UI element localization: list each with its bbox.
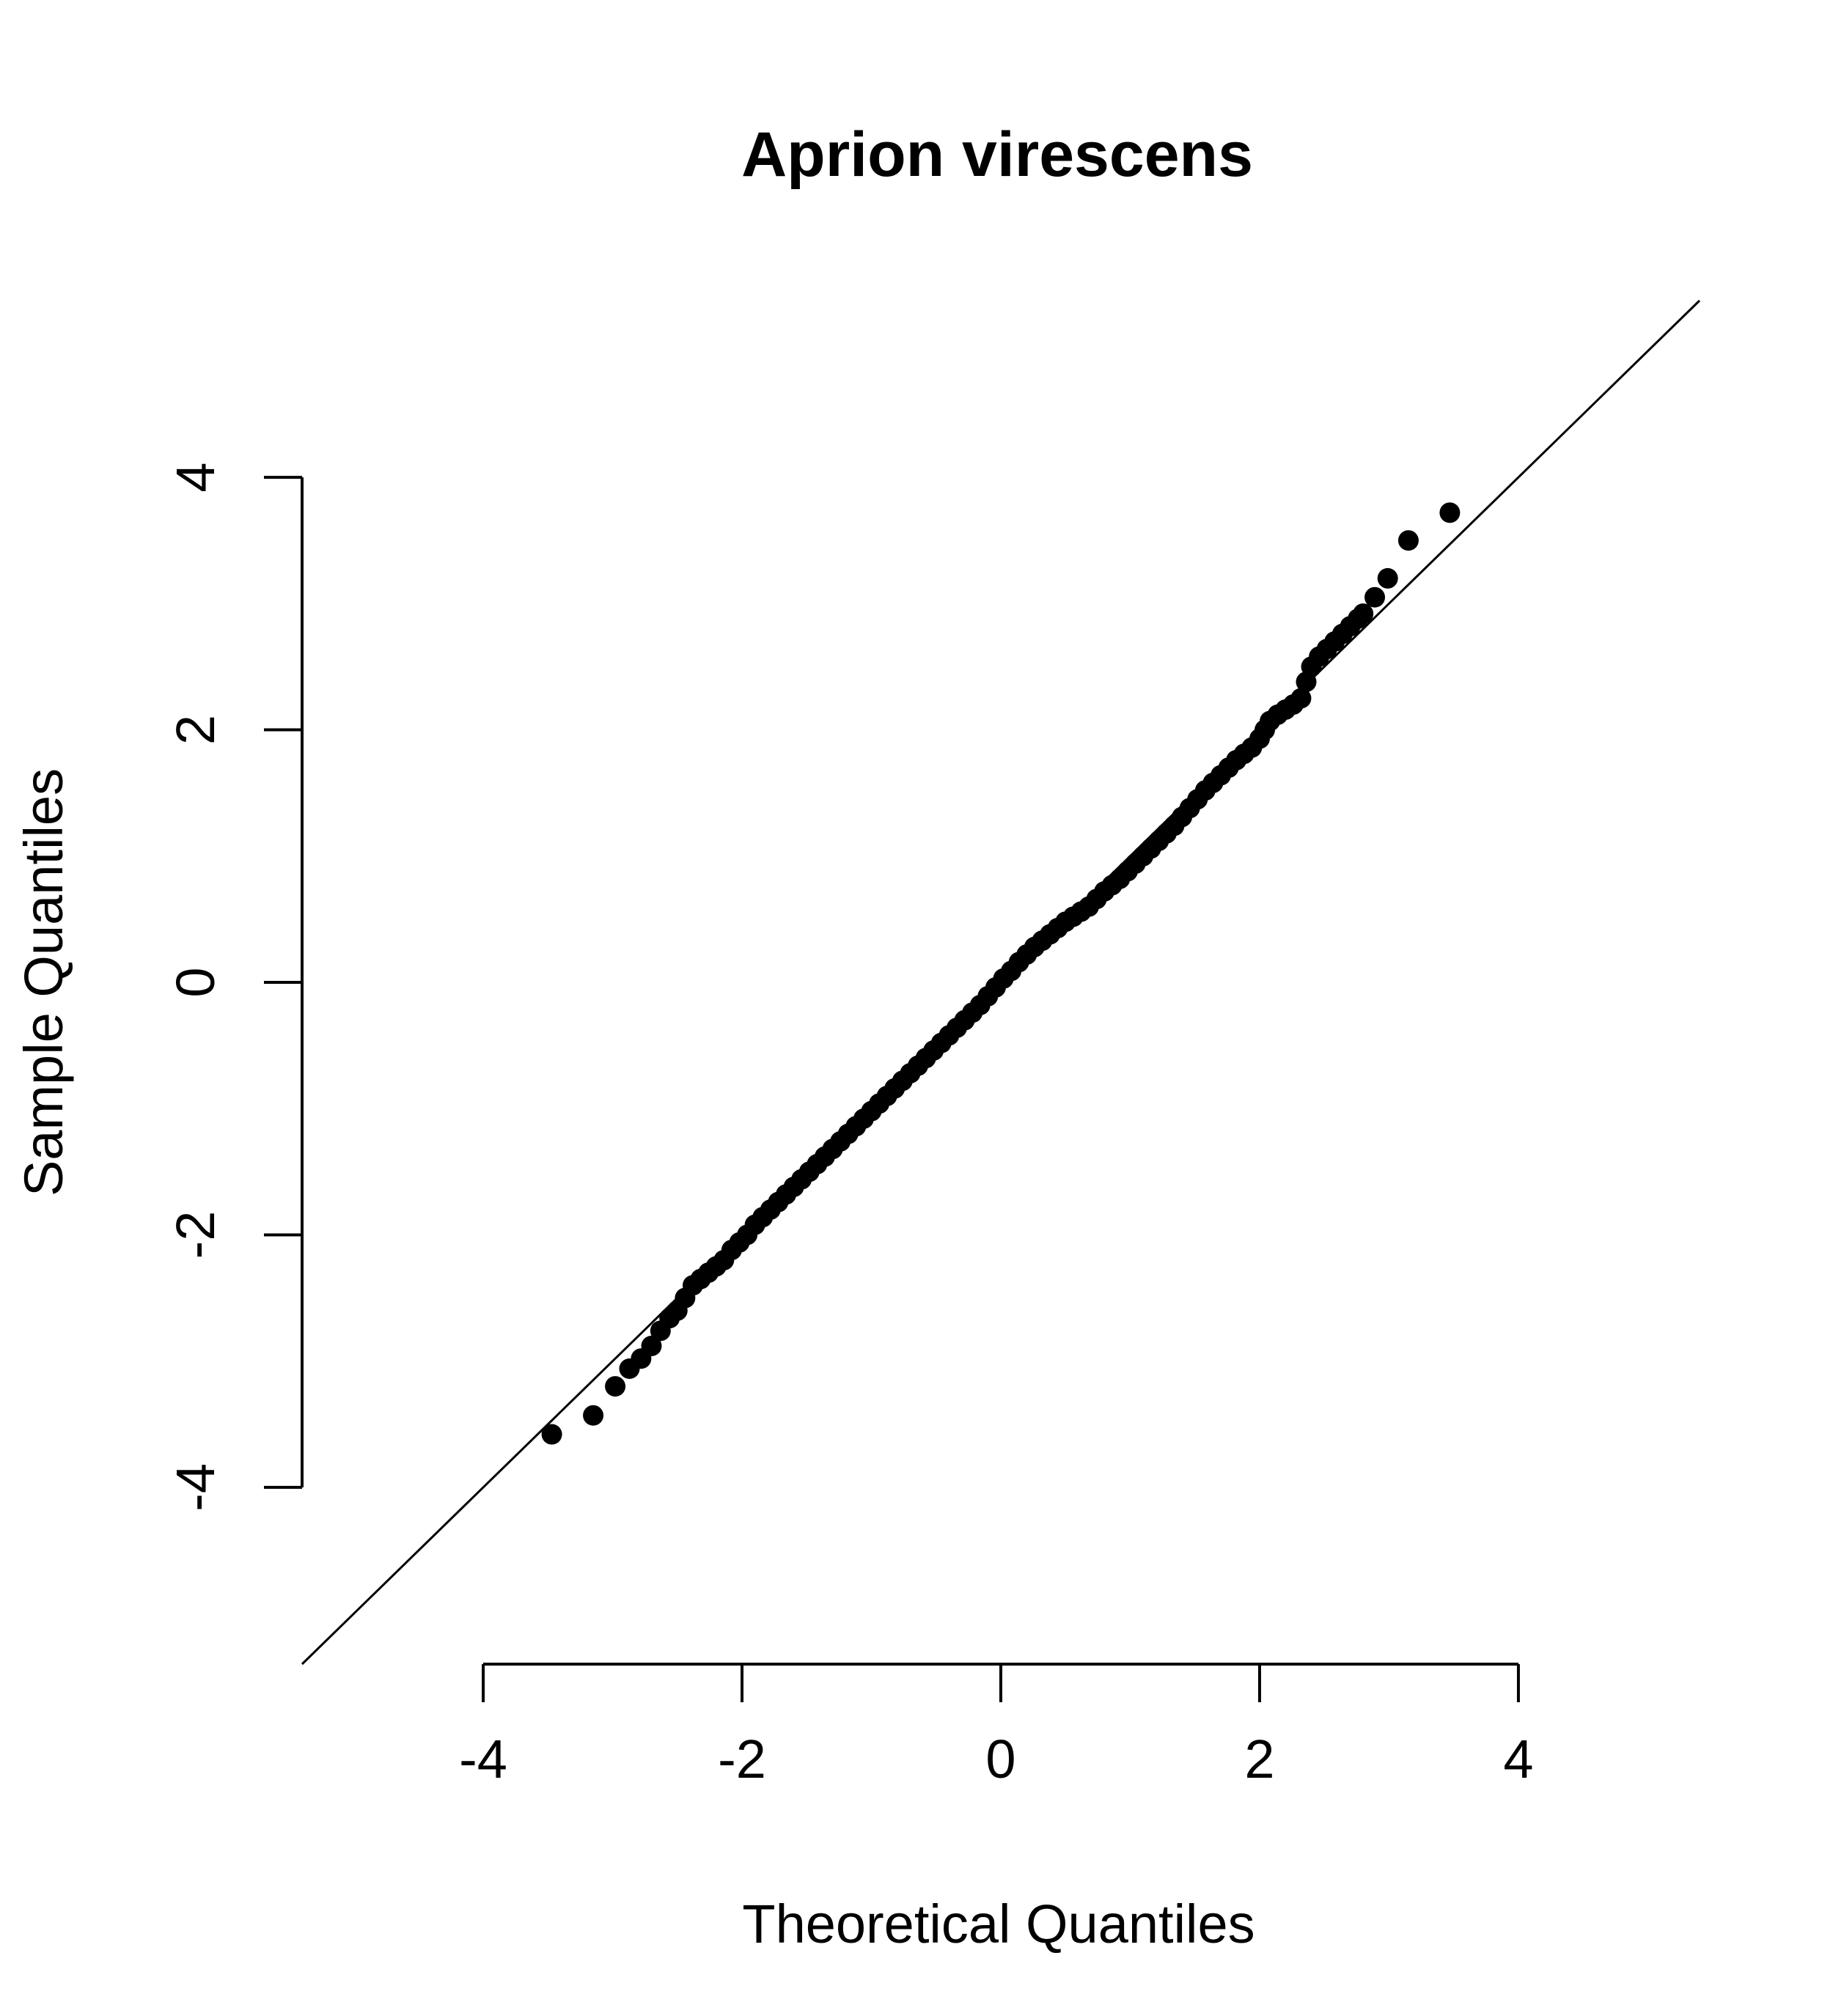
- chart-title: Aprion virescens: [741, 119, 1253, 190]
- x-tick-label: -4: [459, 1729, 507, 1789]
- y-tick-label: 0: [165, 967, 226, 997]
- data-point: [641, 1336, 662, 1356]
- y-tick-label: -2: [165, 1211, 226, 1259]
- y-tick-label: 2: [165, 715, 226, 745]
- data-point: [1397, 530, 1419, 551]
- data-point: [605, 1376, 626, 1397]
- y-axis: -4 -2 0 2 4: [165, 463, 304, 1512]
- x-tick-label: 0: [985, 1729, 1015, 1789]
- data-point: [1290, 688, 1312, 709]
- y-axis-label: Sample Quantiles: [13, 768, 74, 1196]
- x-axis-label: Theoretical Quantiles: [742, 1894, 1255, 1954]
- data-point: [1439, 502, 1461, 523]
- data-point: [541, 1424, 562, 1445]
- y-tick-label: 4: [165, 463, 226, 493]
- x-tick-label: 2: [1244, 1729, 1274, 1789]
- data-point: [1364, 586, 1386, 608]
- data-point: [1353, 603, 1374, 625]
- x-tick-label: -2: [718, 1729, 766, 1789]
- data-point: [583, 1405, 604, 1426]
- x-tick-label: 4: [1503, 1729, 1533, 1789]
- data-points: [541, 502, 1461, 1445]
- x-axis: -4 -2 0 2 4: [459, 1663, 1534, 1789]
- y-tick-label: -4: [165, 1463, 226, 1512]
- data-point: [1377, 567, 1398, 589]
